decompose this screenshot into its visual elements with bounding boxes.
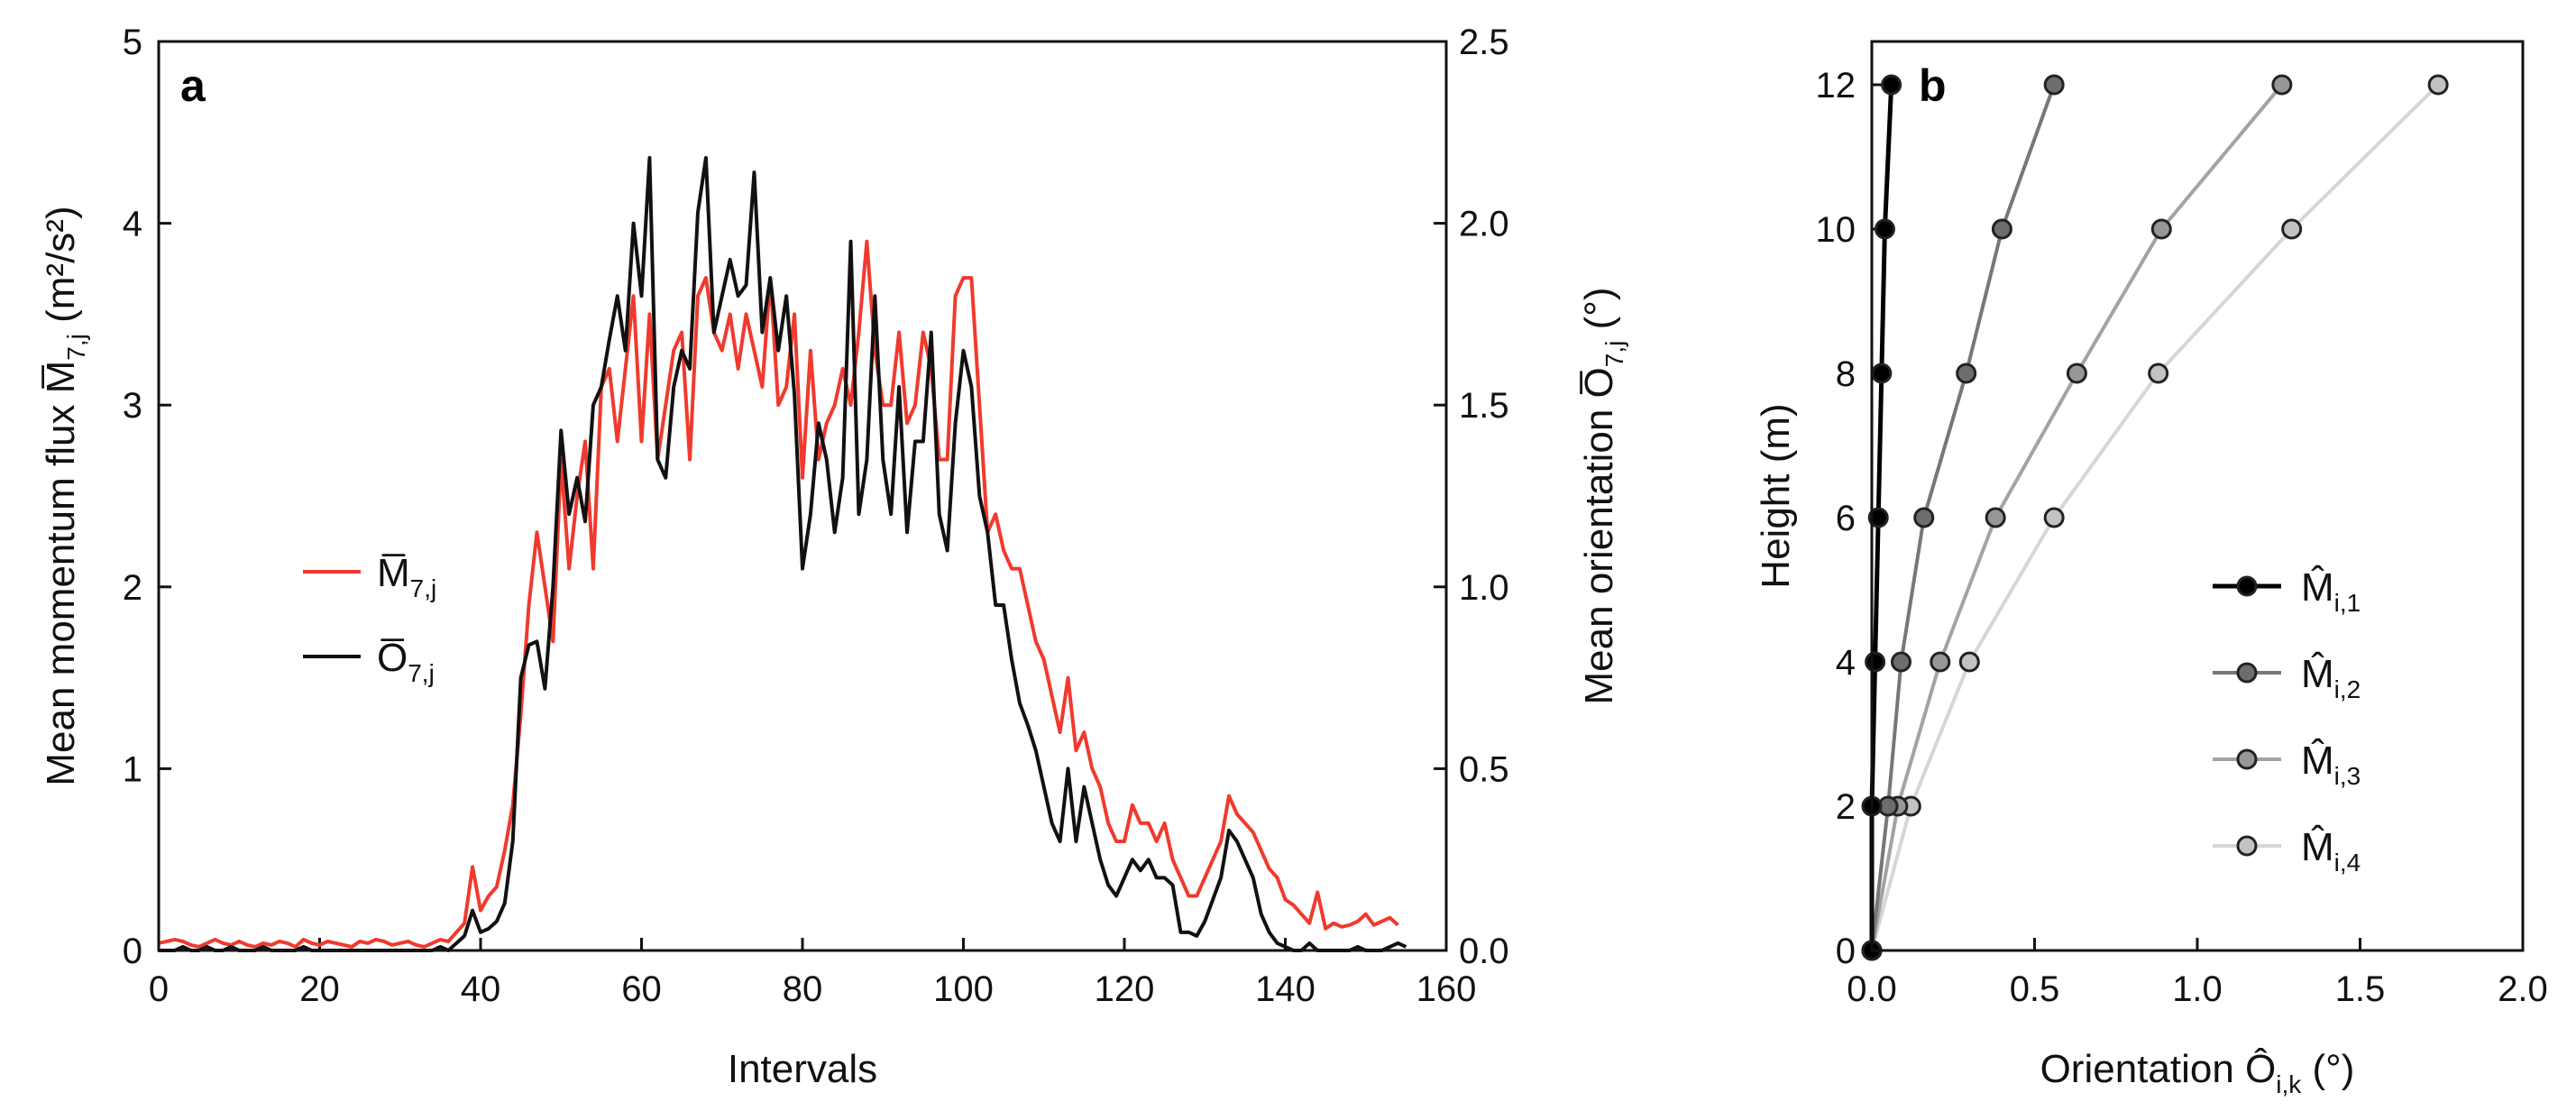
series-line-m-i4 (1870, 83, 2440, 951)
panel-b-y-ticks: 0 2 4 6 8 10 12 (1816, 66, 1884, 971)
y-tick-label: 2 (1836, 787, 1856, 827)
y2-tick-label: 1.0 (1459, 568, 1509, 608)
x-tick-label: 120 (1095, 969, 1155, 1009)
panel-b-series (1861, 74, 2449, 961)
legend-label-m-i3: M̂i,3 (2301, 738, 2361, 790)
panel-b-legend: M̂i,1 M̂i,2 M̂i,3 M̂i,4 (2213, 565, 2361, 877)
legend-item-m-i1: M̂i,1 (2213, 565, 2361, 617)
legend-item-m-i2: M̂i,2 (2213, 651, 2361, 703)
panel-b-frame (1870, 40, 2525, 952)
x-tick-label: 20 (299, 969, 340, 1009)
legend-marker-m-i4 (2236, 835, 2258, 857)
x-tick-label: 100 (933, 969, 994, 1009)
y2-tick-label: 0.0 (1459, 932, 1509, 971)
panel-a-frame (157, 40, 1448, 952)
legend-marker-m-i2 (2236, 662, 2258, 684)
legend-label-momentum-flux: M̅7,j (377, 551, 436, 602)
data-point-m-i4 (2043, 507, 2065, 528)
data-point-m-i1 (1881, 74, 1902, 96)
x-tick-label: 40 (461, 969, 501, 1009)
panel-b-x-axis-label: Orientation Ôi,k (°) (2040, 1046, 2355, 1098)
panel-a-x-axis-label: Intervals (728, 1047, 877, 1091)
x-tick-label: 80 (783, 969, 823, 1009)
y-tick-label: 2 (123, 568, 142, 608)
x-tick-label: 2.0 (2498, 969, 2548, 1009)
y-tick-label: 4 (123, 205, 142, 244)
panel-b-y-axis-label: Height (m) (1754, 403, 1798, 588)
y-tick-label: 10 (1816, 210, 1856, 250)
data-point-m-i1 (1867, 507, 1889, 528)
y-tick-label: 6 (1836, 499, 1856, 538)
y-tick-label: 0 (123, 932, 142, 971)
x-tick-label: 0.5 (2010, 969, 2060, 1009)
y2-tick-label: 2.5 (1459, 23, 1509, 62)
data-point-m-i2 (1890, 651, 1911, 673)
y-tick-label: 4 (1836, 643, 1856, 683)
y-tick-label: 0 (1836, 932, 1856, 971)
legend-label-m-i4: M̂i,4 (2301, 824, 2361, 877)
panel-a-y2-ticks: 0.0 0.5 1.0 1.5 2.0 2.5 (1434, 23, 1509, 971)
series-line-m-i2 (1870, 84, 2057, 951)
series-line-momentum-flux (158, 239, 1399, 949)
legend-label-orientation: O̅7,j (377, 636, 435, 687)
data-point-m-i3 (2066, 363, 2087, 384)
legend-marker-m-i1 (2236, 575, 2258, 597)
panel-a-x-ticks: 0 20 40 60 80 100 120 140 160 (149, 938, 1477, 1009)
x-tick-label: 1.0 (2172, 969, 2223, 1009)
panel-b-x-ticks: 0.0 0.5 1.0 1.5 2.0 (1847, 938, 2548, 1009)
panel-a-y-ticks: 0 1 2 3 4 5 (123, 23, 171, 971)
data-point-m-i3 (1930, 651, 1951, 673)
data-point-m-i2 (1913, 507, 1935, 528)
y-tick-label: 5 (123, 23, 142, 62)
panel-b: 0.0 0.5 1.0 1.5 2.0 0 2 4 6 8 10 12 b M̂i,1 M̂i,2 … (1754, 40, 2548, 1098)
data-point-m-i4 (2427, 74, 2449, 96)
y2-tick-label: 2.0 (1459, 205, 1509, 244)
y-tick-label: 12 (1816, 66, 1856, 106)
x-tick-label: 160 (1416, 969, 1477, 1009)
x-tick-label: 1.5 (2335, 969, 2386, 1009)
data-point-m-i1 (1865, 651, 1886, 673)
y-tick-label: 8 (1836, 354, 1856, 394)
panel-a: 0 20 40 60 80 100 120 140 160 0 1 2 3 4 5 0.0 0.5 1.0 1.… (39, 23, 1628, 1091)
panel-a-y-axis-label: Mean momentum flux M̅7,j (m²/s²) (39, 206, 90, 785)
y2-tick-label: 1.5 (1459, 386, 1509, 426)
data-point-m-i1 (1871, 363, 1893, 384)
x-tick-label: 140 (1255, 969, 1316, 1009)
panel-a-legend: M̅7,j O̅7,j (303, 551, 436, 687)
data-point-m-i4 (1958, 651, 1980, 673)
y-tick-label: 1 (123, 749, 142, 789)
y2-tick-label: 0.5 (1459, 749, 1509, 789)
x-tick-label: 0.0 (1847, 969, 1897, 1009)
data-point-m-i3 (2271, 74, 2293, 96)
data-point-m-i4 (2148, 363, 2169, 384)
data-point-m-i2 (2043, 74, 2065, 96)
x-tick-label: 60 (621, 969, 662, 1009)
series-line-orientation (159, 156, 1407, 952)
panel-a-tag: a (180, 60, 206, 111)
legend-label-m-i1: M̂i,1 (2301, 565, 2361, 617)
legend-item-m-i4: M̂i,4 (2213, 824, 2361, 877)
y-tick-label: 3 (123, 386, 142, 426)
x-tick-label: 0 (149, 969, 169, 1009)
data-point-m-i1 (1874, 218, 1895, 240)
data-point-m-i2 (1991, 218, 2012, 240)
legend-label-m-i2: M̂i,2 (2301, 651, 2361, 703)
data-point-m-i2 (1956, 363, 1977, 384)
legend-item-m-i3: M̂i,3 (2213, 738, 2361, 790)
panel-b-tag: b (1919, 60, 1947, 111)
data-point-m-i4 (2281, 218, 2303, 240)
legend-marker-m-i3 (2236, 748, 2258, 770)
series-m-i4 (1861, 74, 2449, 961)
panel-a-y2-axis-label: Mean orientation O̅7,j (°) (1577, 288, 1628, 705)
data-point-m-i3 (1985, 507, 2006, 528)
data-point-m-i3 (2150, 218, 2172, 240)
